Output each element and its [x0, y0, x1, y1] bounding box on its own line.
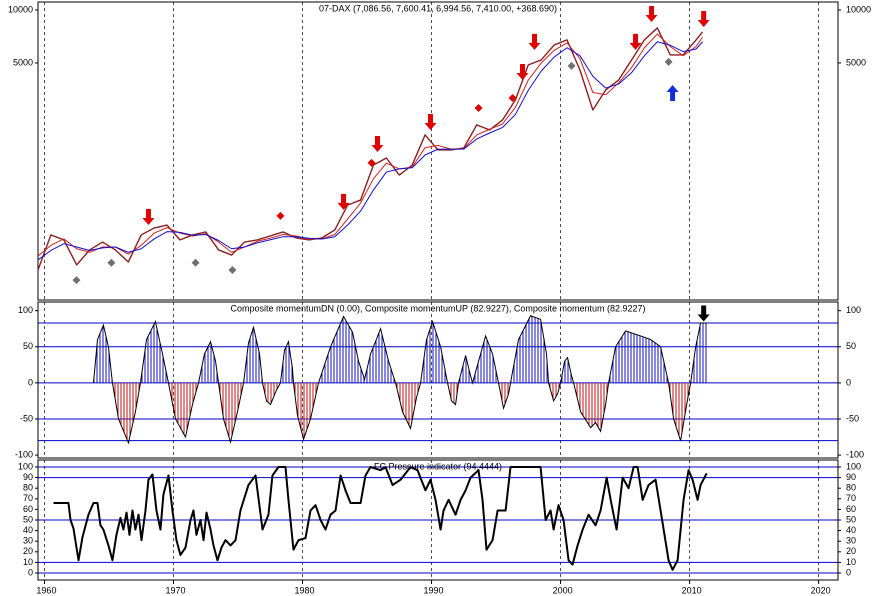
- signal-arrow-down: [629, 33, 642, 50]
- signal-diamond: [474, 104, 483, 113]
- y-tick-label: 20: [23, 546, 33, 556]
- signal-arrow-up: [666, 84, 679, 101]
- y-tick-label: 80: [846, 483, 856, 493]
- signal-arrow-down: [371, 135, 384, 152]
- panel-title: 07-DAX (7,086.56, 7,600.41, 6,994.56, 7,…: [319, 3, 557, 13]
- signal-arrow-down: [528, 33, 541, 50]
- area-positive: [93, 315, 707, 383]
- signal-diamond: [367, 158, 376, 167]
- y-tick-label: 10000: [846, 4, 871, 14]
- y-tick-label: 5000: [846, 57, 866, 67]
- signal-arrow-down: [697, 305, 710, 322]
- y-tick-label: 30: [23, 536, 33, 546]
- signal-diamond: [107, 258, 116, 267]
- y-tick-label: 70: [846, 493, 856, 503]
- y-tick-label: 0: [28, 567, 33, 577]
- series-line: [53, 466, 708, 571]
- y-tick-label: 60: [23, 504, 33, 514]
- y-tick-label: -50: [20, 413, 33, 423]
- panel-title: Composite momentumDN (0.00), Composite m…: [230, 303, 645, 313]
- signal-diamond: [276, 211, 285, 220]
- x-tick-label: 2000: [553, 585, 573, 595]
- y-tick-label: 90: [846, 472, 856, 482]
- y-tick-label: 10: [23, 557, 33, 567]
- y-tick-label: 90: [23, 472, 33, 482]
- signal-diamond: [567, 61, 576, 70]
- y-tick-label: 0: [846, 377, 851, 387]
- series-line: [92, 315, 707, 445]
- y-tick-label: 40: [23, 525, 33, 535]
- y-tick-label: 40: [846, 525, 856, 535]
- y-tick-label: 70: [23, 493, 33, 503]
- area-negative: [93, 382, 707, 443]
- signal-diamond: [72, 276, 81, 285]
- y-tick-label: 5000: [13, 57, 33, 67]
- y-tick-label: 50: [846, 341, 856, 351]
- signal-arrow-down: [337, 193, 350, 210]
- x-tick-label: 1960: [36, 585, 56, 595]
- series-line: [37, 27, 704, 271]
- signal-arrow-down: [697, 11, 710, 28]
- y-tick-label: 60: [846, 504, 856, 514]
- signal-arrow-down: [645, 5, 658, 22]
- signal-arrow-down: [142, 209, 155, 226]
- x-tick-label: 1970: [165, 585, 185, 595]
- y-tick-label: -100: [846, 449, 864, 459]
- y-tick-label: 50: [23, 514, 33, 524]
- x-tick-label: 1990: [424, 585, 444, 595]
- signal-arrow-down: [424, 114, 437, 131]
- signal-diamond: [508, 93, 517, 102]
- y-tick-label: 50: [846, 514, 856, 524]
- signal-diamond: [664, 57, 673, 66]
- signal-arrow-down: [516, 64, 529, 81]
- y-tick-label: -50: [846, 413, 859, 423]
- y-tick-label: 100: [18, 461, 33, 471]
- panel-frame: [37, 1, 839, 301]
- y-tick-label: 10: [846, 557, 856, 567]
- y-tick-label: 80: [23, 483, 33, 493]
- panel-title: FC Pressure indicator (94.4444): [374, 461, 502, 471]
- y-tick-label: 20: [846, 546, 856, 556]
- series-line: [37, 33, 703, 257]
- x-tick-label: 2020: [811, 585, 831, 595]
- y-tick-label: 50: [23, 341, 33, 351]
- y-tick-label: 100: [846, 305, 861, 315]
- y-tick-label: 0: [28, 377, 33, 387]
- y-tick-label: -100: [15, 449, 33, 459]
- y-tick-label: 10000: [8, 4, 33, 14]
- y-tick-label: 100: [18, 305, 33, 315]
- y-tick-label: 0: [846, 567, 851, 577]
- y-tick-label: 30: [846, 536, 856, 546]
- series-line: [37, 41, 703, 261]
- signal-diamond: [191, 258, 200, 267]
- x-tick-label: 1980: [295, 585, 315, 595]
- y-tick-label: 100: [846, 461, 861, 471]
- signal-diamond: [228, 266, 237, 275]
- x-tick-label: 2010: [682, 585, 702, 595]
